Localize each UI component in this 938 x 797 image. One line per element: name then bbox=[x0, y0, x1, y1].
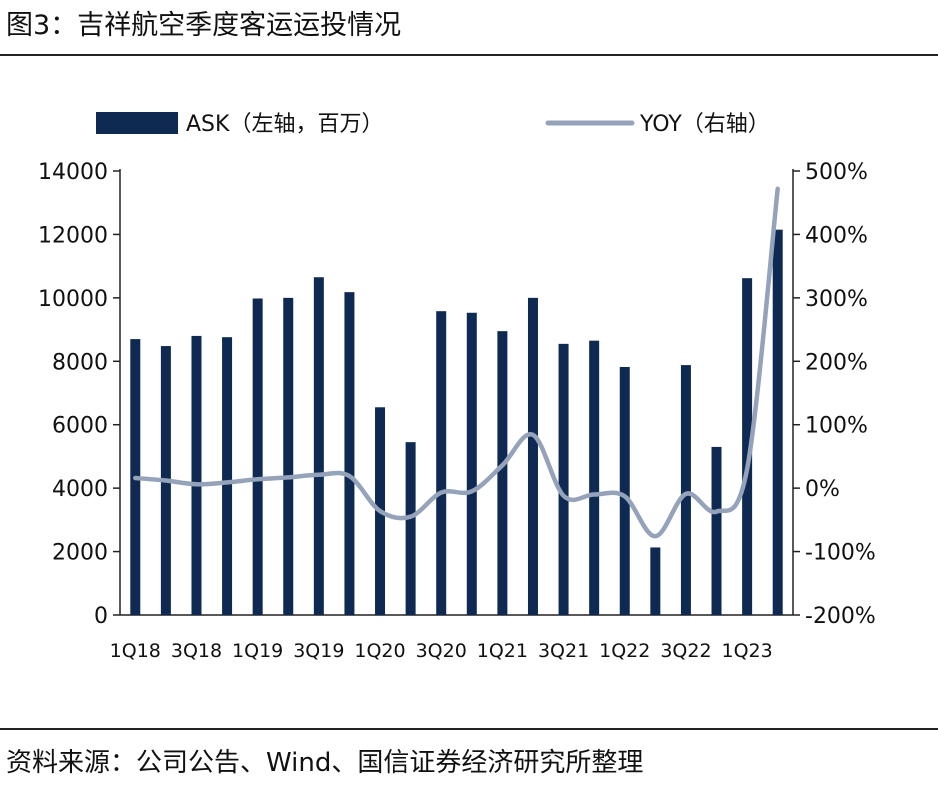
ask-bar-4Q19 bbox=[344, 292, 355, 615]
ask-bar-1Q21 bbox=[497, 331, 508, 615]
ask-bar-3Q22 bbox=[680, 365, 691, 615]
x-tick-label: 1Q20 bbox=[354, 640, 405, 662]
ask-bar-1Q22 bbox=[619, 366, 630, 615]
right-y-tick-label: 100% bbox=[805, 414, 868, 439]
right-y-tick-label: 400% bbox=[805, 223, 868, 248]
right-y-tick-label: 300% bbox=[805, 287, 868, 312]
left-y-tick-label: 4000 bbox=[52, 477, 108, 502]
left-y-tick-label: 8000 bbox=[52, 350, 108, 375]
ask-bar-3Q20 bbox=[436, 311, 447, 615]
right-y-tick-label: 500% bbox=[805, 160, 868, 185]
ask-bar-2Q20 bbox=[405, 442, 416, 615]
left-y-tick-label: 14000 bbox=[38, 160, 108, 185]
legend-bar-swatch bbox=[96, 112, 178, 134]
right-y-axis-ticks: -200% -100% 0% 100% 200% 300% 400% 500% bbox=[793, 160, 876, 629]
x-tick-label: 1Q21 bbox=[477, 640, 528, 662]
x-tick-label: 1Q18 bbox=[110, 640, 161, 662]
legend: ASK（左轴，百万） YOY（右轴） bbox=[96, 112, 770, 137]
legend-yoy-label: YOY（右轴） bbox=[639, 112, 770, 137]
figure-title: 图3：吉祥航空季度客运运投情况 bbox=[6, 10, 402, 41]
right-y-tick-label: -200% bbox=[805, 604, 876, 629]
bottom-divider bbox=[0, 728, 938, 730]
x-tick-label: 3Q21 bbox=[538, 640, 589, 662]
ask-bar-3Q21 bbox=[558, 343, 569, 615]
top-divider bbox=[0, 54, 938, 56]
x-tick-label: 1Q23 bbox=[721, 640, 772, 662]
right-y-tick-label: -100% bbox=[805, 541, 876, 566]
x-tick-label: 1Q19 bbox=[232, 640, 283, 662]
yoy-series-line bbox=[133, 186, 780, 539]
ask-bars bbox=[130, 229, 783, 615]
legend-ask-label: ASK（左轴，百万） bbox=[186, 112, 383, 137]
ask-bar-2Q21 bbox=[527, 297, 538, 615]
ask-bar-1Q19 bbox=[252, 298, 263, 615]
left-y-tick-label: 2000 bbox=[52, 541, 108, 566]
ask-bar-4Q20 bbox=[466, 312, 477, 615]
ask-bar-2Q19 bbox=[283, 297, 294, 615]
ask-bar-2Q22 bbox=[650, 547, 661, 615]
ask-bar-4Q22 bbox=[711, 446, 722, 615]
ask-bar-4Q21 bbox=[589, 340, 600, 615]
right-y-tick-label: 0% bbox=[805, 477, 840, 502]
ask-bar-1Q23 bbox=[742, 278, 753, 615]
x-axis-ticks: 1Q18 3Q18 1Q19 3Q19 1Q20 3Q20 1Q21 3Q21 1Q22 3Q22… bbox=[110, 640, 773, 662]
left-y-tick-label: 10000 bbox=[38, 287, 108, 312]
x-tick-label: 3Q19 bbox=[293, 640, 344, 662]
yoy-line bbox=[133, 186, 780, 539]
left-y-tick-label: 6000 bbox=[52, 414, 108, 439]
right-y-tick-label: 200% bbox=[805, 350, 868, 375]
left-y-axis-ticks: 0 2000 4000 6000 8000 10000 12000 14000 bbox=[38, 160, 120, 629]
x-tick-label: 3Q18 bbox=[171, 640, 222, 662]
x-tick-label: 3Q20 bbox=[416, 640, 467, 662]
left-y-tick-label: 12000 bbox=[38, 223, 108, 248]
x-tick-label: 1Q22 bbox=[599, 640, 650, 662]
x-tick-label: 3Q22 bbox=[660, 640, 711, 662]
combo-chart: ASK（左轴，百万） YOY（右轴） 0 2000 4000 6000 8000 1000… bbox=[38, 112, 876, 662]
source-note: 资料来源：公司公告、Wind、国信证券经济研究所整理 bbox=[6, 748, 644, 778]
axes bbox=[119, 169, 794, 616]
ask-bar-3Q19 bbox=[313, 277, 324, 615]
ask-bar-3Q18 bbox=[191, 335, 202, 615]
ask-bar-4Q18 bbox=[222, 337, 233, 615]
ask-bar-2Q23 bbox=[772, 229, 783, 615]
left-y-tick-label: 0 bbox=[94, 604, 108, 629]
